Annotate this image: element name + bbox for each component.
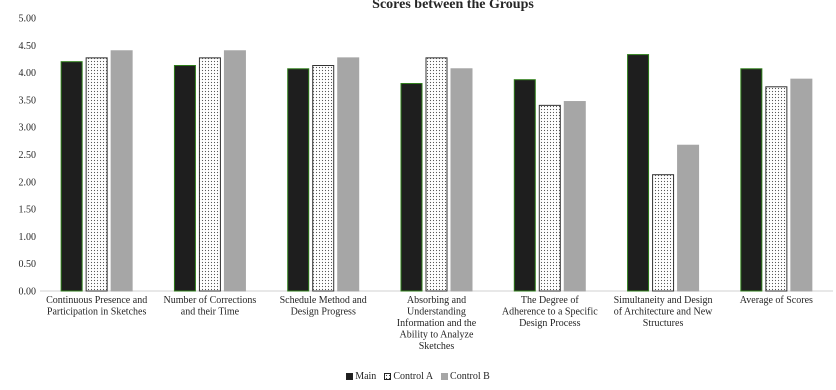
x-tick-label-line: Ability to Analyze [400, 330, 474, 341]
bar-main [513, 79, 536, 292]
x-tick-label-line: Structures [643, 318, 684, 329]
y-tick-label: 2.00 [19, 177, 37, 188]
bar-main [400, 83, 423, 292]
x-tick-label-line: Sketches [419, 341, 455, 352]
bar-main [740, 68, 763, 292]
legend-swatch-control-a [384, 372, 392, 380]
x-tick-label-line: The Degree of [521, 295, 579, 306]
bar-control-a [765, 86, 788, 292]
bar-control-a [198, 57, 221, 292]
x-tick-label: Average of Scores [740, 295, 813, 306]
legend-label-control-a: Control A [393, 370, 434, 382]
x-tick-label-line: Absorbing and [407, 295, 466, 306]
x-tick-label-line: and their Time [181, 307, 240, 318]
bar-control-a [538, 104, 561, 292]
legend-label-main: Main [355, 370, 377, 382]
bar-control-a [312, 65, 335, 292]
x-tick-label-line: Number of Corrections [164, 295, 257, 306]
y-tick-label: 1.50 [19, 205, 37, 216]
legend: Main Control A Control B [0, 368, 836, 384]
y-tick-label: 2.50 [19, 150, 37, 161]
bar-control-a [85, 57, 108, 292]
x-tick-label-line: Simultaneity and Design [614, 295, 713, 306]
legend-item-control-a: Control A [384, 371, 433, 382]
legend-item-control-b: Control B [441, 371, 490, 382]
x-tick-label: Continuous Presence and Participation in … [46, 295, 147, 318]
bar-control-b [110, 50, 133, 292]
x-tick-label-line: Average of Scores [740, 295, 813, 306]
bar-control-b [223, 50, 246, 292]
x-tick-label: Absorbing and Understanding Information an… [397, 295, 477, 352]
y-tick-label: 3.50 [19, 95, 37, 106]
legend-label-control-b: Control B [450, 370, 490, 382]
x-tick-label-line: Design Progress [291, 307, 356, 318]
x-tick-label: Simultaneity and Design of Architecture a… [614, 295, 714, 329]
y-tick-label: 5.00 [19, 14, 37, 25]
y-tick-label: 3.00 [19, 123, 37, 134]
x-tick-label-line: Understanding [407, 307, 466, 318]
x-tick-label-line: Schedule Method and [280, 295, 367, 306]
bar-control-b [790, 78, 813, 292]
x-tick-label-line: Design Process [519, 318, 580, 329]
bar-main [287, 68, 310, 292]
bar-control-b [677, 144, 700, 292]
legend-swatch-control-b [441, 372, 449, 380]
bar-control-b [450, 68, 473, 292]
y-tick-label: 4.50 [19, 41, 37, 52]
x-tick-label: Number of Corrections and their Time [164, 295, 257, 318]
x-tick-label-line: Participation in Sketches [47, 307, 147, 318]
x-tick-label: The Degree of Adherence to a Specific Desi… [502, 295, 598, 329]
chart-title: Scores between the Groups [372, 0, 534, 12]
y-tick-label: 1.00 [19, 232, 37, 243]
y-tick-label: 4.00 [19, 68, 37, 79]
x-tick-label-line: Adherence to a Specific [502, 307, 598, 318]
bar-control-a [652, 174, 675, 292]
bar-control-b [563, 101, 586, 292]
y-tick-label: 0.00 [19, 287, 37, 298]
bar-control-a [425, 57, 448, 292]
legend-item-main: Main [346, 371, 376, 382]
x-tick-label-line: of Architecture and New [614, 307, 713, 318]
bar-main [173, 65, 196, 292]
bar-main [60, 61, 83, 292]
bar-control-b [337, 57, 360, 292]
legend-swatch-main [346, 372, 354, 380]
x-tick-label-line: Information and the [397, 318, 477, 329]
y-tick-label: 0.50 [19, 259, 37, 270]
x-tick-label: Schedule Method and Design Progress [280, 295, 367, 318]
bar-main [627, 54, 650, 292]
x-tick-label-line: Continuous Presence and [46, 295, 147, 306]
